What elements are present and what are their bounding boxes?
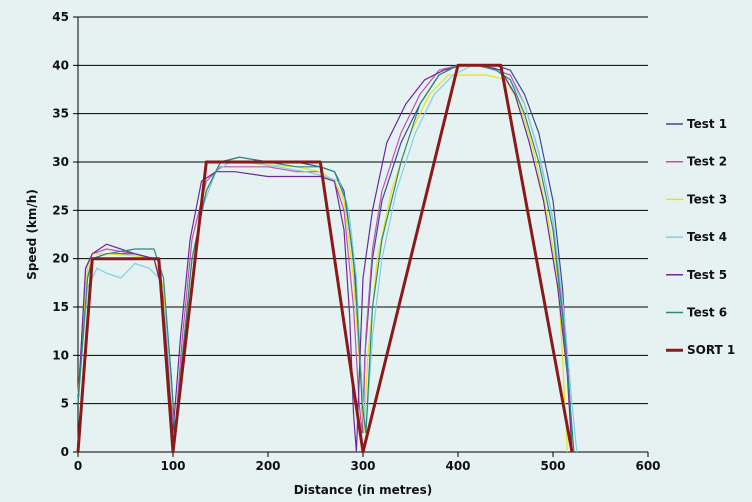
legend-label: Test 5 [687, 268, 727, 282]
y-tick-label: 40 [52, 58, 69, 72]
x-tick-label: 500 [540, 459, 565, 473]
plot-area [78, 17, 648, 452]
x-tick-label: 400 [445, 459, 470, 473]
x-tick-label: 300 [350, 459, 375, 473]
series-line-sort-1 [76, 63, 574, 454]
series-line-test-6 [77, 64, 575, 453]
y-tick-label: 20 [52, 252, 69, 266]
x-tick-labels: 0 100 200 300 400 500 600 [74, 452, 661, 473]
x-tick-label: 100 [160, 459, 185, 473]
legend-label: Test 2 [687, 155, 727, 169]
y-tick-label: 25 [52, 203, 69, 217]
series-line-test-3 [77, 74, 568, 453]
y-tick-label: 10 [52, 348, 69, 362]
x-tick-label: 200 [255, 459, 280, 473]
x-tick-label: 0 [74, 459, 82, 473]
x-axis-label: Distance (in metres) [294, 483, 432, 497]
y-tick-labels: 0 5 10 15 20 25 30 35 40 45 [52, 10, 78, 459]
y-tick-label: 15 [52, 300, 69, 314]
y-tick-label: 5 [61, 397, 69, 411]
legend-label: Test 3 [687, 192, 727, 206]
y-axis-label: Speed (km/h) [25, 189, 39, 280]
legend-label: Test 1 [687, 117, 727, 131]
legend-label: SORT 1 [687, 343, 735, 357]
legend-label: Test 4 [687, 230, 727, 244]
y-tick-label: 0 [61, 445, 69, 459]
y-tick-label: 35 [52, 107, 69, 121]
legend: Test 1 Test 2 Test 3 Test 4 Test 5 Test 6 SORT… [666, 117, 735, 357]
y-tick-label: 30 [52, 155, 69, 169]
legend-label: Test 6 [687, 306, 727, 320]
x-tick-label: 600 [635, 459, 660, 473]
series-lines [76, 63, 578, 454]
y-tick-label: 45 [52, 10, 69, 24]
